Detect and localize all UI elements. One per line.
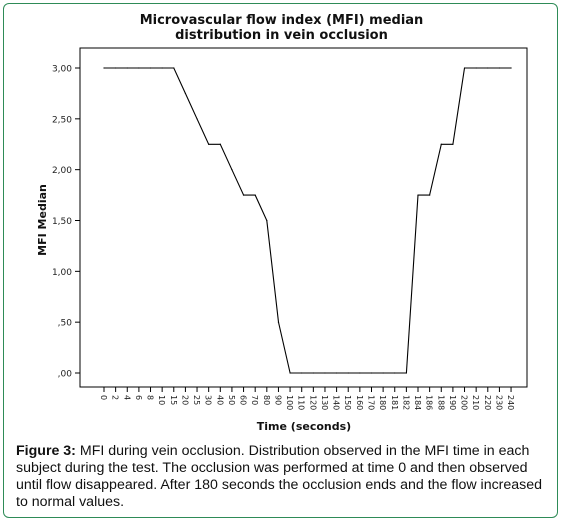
- x-tick-label: 15: [169, 395, 178, 405]
- x-tick-label: 190: [448, 395, 457, 410]
- data-point: [242, 194, 245, 196]
- data-point: [429, 194, 431, 196]
- data-point: [231, 169, 233, 171]
- x-tick-label: 0: [99, 395, 108, 400]
- y-tick-label: 2,00: [52, 166, 72, 176]
- x-tick-label: 6: [134, 395, 143, 400]
- data-point: [103, 67, 105, 69]
- x-tick-label: 80: [262, 395, 271, 405]
- data-point: [208, 143, 210, 145]
- data-point: [115, 67, 117, 69]
- chart-title-line-2: distribution in vein occlusion: [175, 28, 388, 43]
- y-axis: 3,00 2,50 2,00 1,50 1,00 ,50 ,00: [52, 65, 80, 380]
- x-tick-label: 30: [204, 395, 213, 405]
- data-point: [196, 118, 198, 120]
- data-point: [382, 372, 384, 374]
- y-tick-label: 1,50: [52, 217, 72, 227]
- data-point: [126, 67, 128, 69]
- x-tick-label: 182: [401, 395, 410, 410]
- data-point: [475, 67, 477, 69]
- x-tick-label: 184: [413, 395, 422, 410]
- x-tick-label: 50: [227, 395, 236, 405]
- x-tick-label: 110: [297, 395, 306, 410]
- x-axis: 0 2 4 6 8 10 15 20 25 30 40 50 60 70 80 90 100 110 120 130 1…: [99, 387, 515, 410]
- x-tick-label: 181: [390, 395, 399, 410]
- data-point: [149, 67, 152, 69]
- data-point: [487, 67, 489, 69]
- data-point: [405, 372, 407, 374]
- data-points: [103, 67, 512, 374]
- x-tick-label: 170: [366, 395, 375, 410]
- x-tick-label: 40: [215, 395, 224, 405]
- y-tick-label: 1,00: [52, 268, 72, 278]
- x-tick-label: 150: [343, 395, 352, 410]
- y-tick-label: ,00: [58, 370, 73, 380]
- x-tick-label: 20: [180, 395, 189, 405]
- data-point: [173, 67, 175, 69]
- data-point: [510, 67, 512, 69]
- data-point: [359, 372, 361, 374]
- x-tick-label: 4: [122, 395, 131, 400]
- y-tick-label: 2,50: [52, 115, 72, 125]
- series-line: [104, 67, 512, 374]
- data-point: [394, 372, 396, 374]
- data-point: [138, 67, 140, 69]
- x-tick-label: 100: [285, 395, 294, 410]
- data-point: [440, 143, 442, 145]
- data-point: [161, 67, 163, 69]
- data-point: [417, 194, 419, 196]
- chart-title-line-1: Microvascular flow index (MFI) median: [139, 13, 424, 28]
- x-tick-label: 2: [111, 395, 120, 400]
- x-tick-label: 180: [378, 395, 387, 410]
- data-point: [498, 67, 501, 69]
- x-tick-label: 188: [436, 395, 445, 410]
- x-tick-label: 60: [239, 395, 248, 405]
- x-tick-label: 220: [483, 395, 492, 410]
- data-point: [463, 67, 466, 69]
- plot-area: [79, 47, 528, 388]
- data-point: [301, 372, 303, 374]
- y-tick-label: ,50: [58, 319, 73, 329]
- x-tick-label: 240: [506, 395, 515, 410]
- x-tick-label: 90: [273, 395, 282, 405]
- x-tick-label: 120: [308, 395, 317, 410]
- data-point: [277, 321, 280, 323]
- x-tick-label: 8: [146, 395, 155, 400]
- y-tick-label: 3,00: [52, 65, 72, 75]
- y-axis-label: MFI Median: [36, 184, 49, 256]
- data-point: [266, 219, 268, 222]
- x-tick-label: 160: [355, 395, 364, 410]
- data-point: [289, 372, 291, 374]
- x-tick-label: 186: [425, 395, 434, 410]
- data-point: [370, 372, 373, 374]
- data-point: [347, 372, 349, 374]
- data-point: [452, 143, 454, 145]
- data-point: [312, 372, 314, 374]
- x-tick-label: 230: [494, 395, 503, 410]
- data-point: [184, 92, 187, 95]
- x-tick-label: 200: [460, 395, 469, 410]
- figure-caption: Figure 3: MFI during vein occlusion. Dis…: [16, 443, 551, 511]
- x-tick-label: 130: [320, 395, 329, 410]
- x-tick-label: 25: [192, 395, 201, 405]
- x-tick-label: 210: [471, 395, 480, 410]
- line-chart: 3,00 2,50 2,00 1,50 1,00 ,50 ,00 0 2 4 6 8 10 15 20 25…: [36, 47, 528, 433]
- caption-label: Figure 3:: [16, 443, 76, 459]
- data-point: [219, 143, 221, 145]
- x-tick-label: 140: [332, 395, 341, 410]
- caption-text: MFI during vein occlusion. Distribution …: [16, 443, 543, 510]
- data-point: [254, 194, 256, 196]
- x-tick-label: 70: [250, 395, 259, 405]
- x-tick-label: 10: [157, 395, 166, 405]
- data-point: [336, 372, 338, 374]
- x-axis-label: Time (seconds): [257, 420, 351, 433]
- data-point: [324, 372, 326, 374]
